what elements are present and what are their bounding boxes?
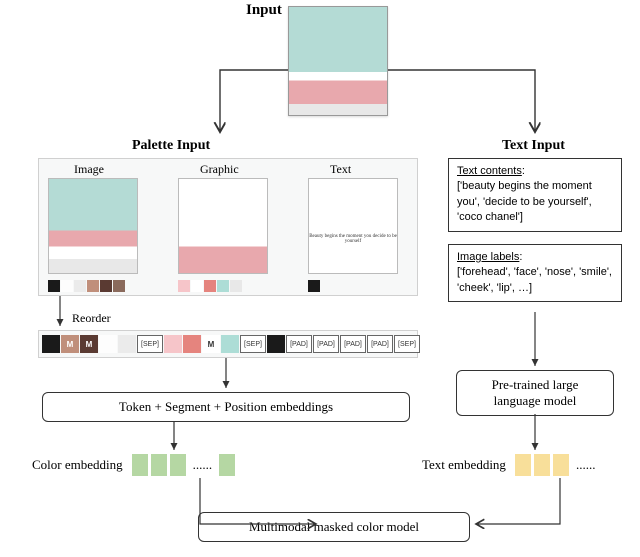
text-embedding-row: Text embedding ...... (422, 454, 599, 476)
text-emb-sq (553, 454, 569, 476)
token: [PAD] (313, 335, 339, 353)
swatch (217, 280, 229, 292)
dots: ...... (576, 457, 596, 473)
token: [SEP] (240, 335, 266, 353)
swatches-graphic (178, 280, 242, 292)
token: M (80, 335, 98, 353)
image-labels-header: Image labels (457, 251, 519, 263)
input-image-thumb (288, 6, 388, 116)
text-emb-sq (534, 454, 550, 476)
col-graphic: Graphic (200, 162, 239, 177)
swatch (61, 280, 73, 292)
swatch (178, 280, 190, 292)
swatches-image (48, 280, 125, 292)
thumb-text: Beauty begins the moment you decide to b… (308, 178, 398, 274)
col-text: Text (330, 162, 351, 177)
text-emb-label: Text embedding (422, 457, 506, 473)
swatch (113, 280, 125, 292)
swatches-text (308, 280, 320, 292)
image-labels-box: Image labels: ['forehead', 'face', 'nose… (448, 244, 622, 302)
token (183, 335, 201, 353)
swatch (191, 280, 203, 292)
token (164, 335, 182, 353)
token: [SEP] (394, 335, 420, 353)
thumb-graphic (178, 178, 268, 274)
color-emb-sq (151, 454, 167, 476)
token: [PAD] (367, 335, 393, 353)
token: M (61, 335, 79, 353)
color-embedding-row: Color embedding ...... (32, 454, 235, 476)
swatch (100, 280, 112, 292)
color-emb-label: Color embedding (32, 457, 123, 473)
token-embeddings-box: Token + Segment + Position embeddings (42, 392, 410, 422)
token: [PAD] (340, 335, 366, 353)
token (42, 335, 60, 353)
thumb-image (48, 178, 138, 274)
swatch (74, 280, 86, 292)
multimodal-box: Multimodal masked color model (198, 512, 470, 542)
text-contents-box: Text contents: ['beauty begins the momen… (448, 158, 622, 232)
token (118, 335, 136, 353)
token: [PAD] (286, 335, 312, 353)
text-contents-header: Text contents (457, 165, 522, 177)
token (267, 335, 285, 353)
pretrained-box: Pre-trained large language model (456, 370, 614, 416)
token: M (202, 335, 220, 353)
text-emb-sq (515, 454, 531, 476)
token (221, 335, 239, 353)
swatch (308, 280, 320, 292)
token (99, 335, 117, 353)
reorder-label: Reorder (72, 311, 111, 326)
swatch (87, 280, 99, 292)
dots: ...... (193, 457, 213, 473)
input-title: Input (246, 2, 282, 19)
color-emb-sq (170, 454, 186, 476)
token-row: MM[SEP]M[SEP][PAD][PAD][PAD][PAD][SEP] (42, 335, 420, 353)
swatch (48, 280, 60, 292)
color-emb-sq (219, 454, 235, 476)
text-input-title: Text Input (502, 138, 565, 154)
image-labels-body: ['forehead', 'face', 'nose', 'smile', 'c… (457, 266, 612, 293)
col-image: Image (74, 162, 104, 177)
swatch (204, 280, 216, 292)
swatch (230, 280, 242, 292)
text-contents-body: ['beauty begins the moment you', 'decide… (457, 180, 592, 223)
token: [SEP] (137, 335, 163, 353)
color-emb-sq (132, 454, 148, 476)
palette-input-title: Palette Input (132, 138, 210, 154)
